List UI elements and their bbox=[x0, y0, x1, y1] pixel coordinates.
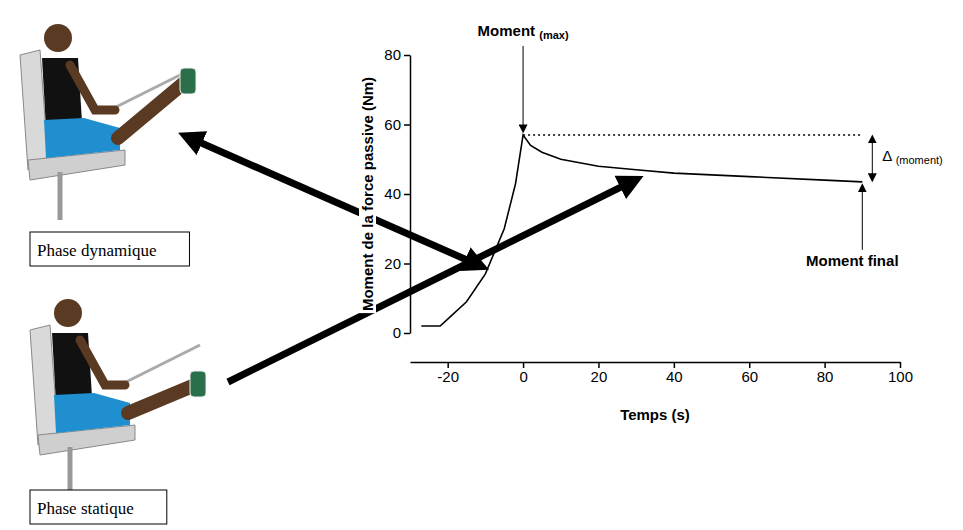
tick-label: 60 bbox=[384, 116, 401, 133]
label-patch bbox=[383, 185, 402, 202]
tick: -20 bbox=[437, 362, 459, 385]
tick-mark bbox=[404, 263, 410, 265]
label-patch bbox=[383, 116, 402, 133]
annotation: Moment (max) bbox=[478, 22, 569, 41]
illustration-dynamic bbox=[20, 24, 196, 220]
label-patch bbox=[359, 75, 376, 313]
tick-mark bbox=[404, 194, 410, 196]
tick-label: 20 bbox=[384, 255, 401, 272]
y-axis-title: Moment de la force passive (Nm) bbox=[359, 77, 376, 311]
head bbox=[54, 299, 82, 327]
phase-frame bbox=[30, 490, 167, 524]
shorts bbox=[44, 118, 120, 158]
data-line bbox=[421, 135, 862, 326]
tick: 40 bbox=[666, 362, 683, 385]
shorts bbox=[54, 393, 130, 433]
arm bbox=[70, 65, 115, 110]
label-patch bbox=[383, 255, 402, 272]
head bbox=[44, 24, 72, 52]
shoe bbox=[180, 68, 196, 94]
arm bbox=[80, 340, 125, 385]
label-patch bbox=[392, 324, 402, 341]
phase-label: Phase statique bbox=[37, 499, 134, 518]
lower-leg bbox=[128, 385, 195, 413]
tick-label: 80 bbox=[817, 368, 834, 385]
tick-label: 20 bbox=[591, 368, 608, 385]
tick-mark bbox=[404, 124, 410, 126]
phase-box: Phase statique bbox=[30, 490, 167, 524]
tick: 0 bbox=[519, 362, 527, 385]
phase-box: Phase dynamique bbox=[30, 232, 189, 266]
x-axis: -20 0 20 40 60 80 100 bbox=[411, 362, 914, 385]
tick: 80 bbox=[817, 362, 834, 385]
data-line bbox=[523, 134, 862, 136]
x-axis-title: Temps (s) bbox=[620, 406, 690, 423]
y-axis: 0 20 40 60 80 bbox=[383, 46, 410, 341]
annotation-arrow bbox=[862, 188, 863, 250]
chair-leg bbox=[58, 172, 63, 220]
pointer-arrow bbox=[190, 138, 477, 264]
tick: 40 bbox=[383, 185, 410, 202]
tick-label: -20 bbox=[437, 368, 459, 385]
tick: 0 bbox=[392, 324, 410, 341]
phase-label: Phase dynamique bbox=[37, 241, 156, 260]
tick: 60 bbox=[741, 362, 758, 385]
figure: 0 20 40 60 80 -20 0 20 40 60 80 100 Moment de la for… bbox=[0, 0, 963, 530]
tick: 80 bbox=[383, 46, 410, 63]
shoe bbox=[190, 371, 206, 397]
annotation-arrow bbox=[523, 46, 524, 129]
axis-line bbox=[411, 362, 901, 364]
plot-area bbox=[421, 135, 862, 326]
annotation: Δ (moment) bbox=[882, 147, 942, 166]
delta-arrow bbox=[872, 139, 873, 178]
illustration-static bbox=[30, 299, 206, 495]
tick: 60 bbox=[383, 116, 410, 133]
tick-label: 0 bbox=[393, 324, 401, 341]
tick: 100 bbox=[888, 362, 913, 385]
annotation: Moment final bbox=[806, 252, 899, 269]
tick-label: 0 bbox=[519, 368, 527, 385]
tick: 20 bbox=[383, 255, 410, 272]
tick-label: 40 bbox=[666, 368, 683, 385]
pointer-arrow bbox=[228, 182, 632, 382]
tick: 20 bbox=[591, 362, 608, 385]
lower-leg bbox=[118, 82, 185, 138]
tick-label: 60 bbox=[741, 368, 758, 385]
phase-frame bbox=[30, 232, 189, 266]
tick-label: 100 bbox=[888, 368, 913, 385]
chair-leg bbox=[68, 447, 73, 495]
label-patch bbox=[383, 46, 402, 63]
tick-mark bbox=[404, 55, 410, 57]
machine-bar bbox=[120, 345, 200, 385]
y-title-group: Moment de la force passive (Nm) bbox=[359, 75, 376, 313]
tick-label: 40 bbox=[384, 185, 401, 202]
tick-mark bbox=[404, 333, 410, 335]
tick-label: 80 bbox=[384, 46, 401, 63]
